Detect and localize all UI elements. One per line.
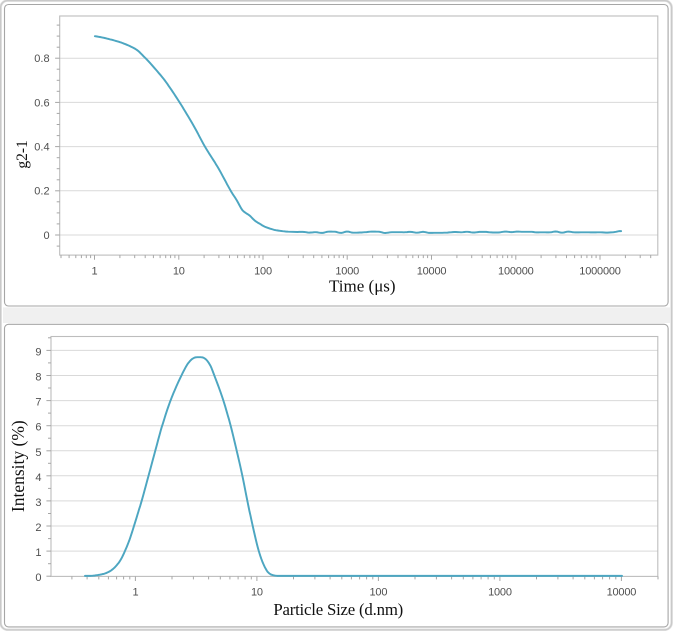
svg-text:1: 1 (132, 587, 138, 599)
svg-text:0: 0 (35, 572, 41, 584)
svg-text:100: 100 (254, 266, 272, 278)
svg-text:1: 1 (35, 547, 41, 559)
svg-text:9: 9 (35, 346, 41, 358)
svg-text:100: 100 (370, 587, 388, 599)
svg-text:10: 10 (251, 587, 263, 599)
svg-text:7: 7 (35, 397, 41, 409)
svg-text:Intensity (%): Intensity (%) (8, 420, 28, 512)
svg-text:2: 2 (35, 522, 41, 534)
svg-text:0.4: 0.4 (34, 142, 49, 154)
svg-text:3: 3 (35, 497, 41, 509)
svg-text:100000: 100000 (498, 266, 534, 278)
svg-text:5: 5 (35, 447, 41, 459)
svg-text:0.6: 0.6 (34, 97, 49, 109)
svg-text:4: 4 (35, 472, 41, 484)
svg-text:0: 0 (43, 230, 49, 242)
svg-text:1000: 1000 (335, 266, 359, 278)
svg-text:10000: 10000 (417, 266, 447, 278)
svg-text:8: 8 (35, 372, 41, 384)
svg-text:1: 1 (92, 266, 98, 278)
svg-text:Time (μs): Time (μs) (329, 277, 396, 296)
svg-text:1000000: 1000000 (579, 266, 621, 278)
svg-text:1000: 1000 (488, 587, 512, 599)
svg-text:6: 6 (35, 422, 41, 434)
svg-text:g2-1: g2-1 (14, 140, 31, 168)
svg-text:Particle Size (d.nm): Particle Size (d.nm) (273, 600, 403, 619)
svg-text:10: 10 (173, 266, 185, 278)
svg-text:0.2: 0.2 (34, 186, 49, 198)
svg-text:0.8: 0.8 (34, 53, 49, 65)
svg-text:10000: 10000 (607, 587, 637, 599)
